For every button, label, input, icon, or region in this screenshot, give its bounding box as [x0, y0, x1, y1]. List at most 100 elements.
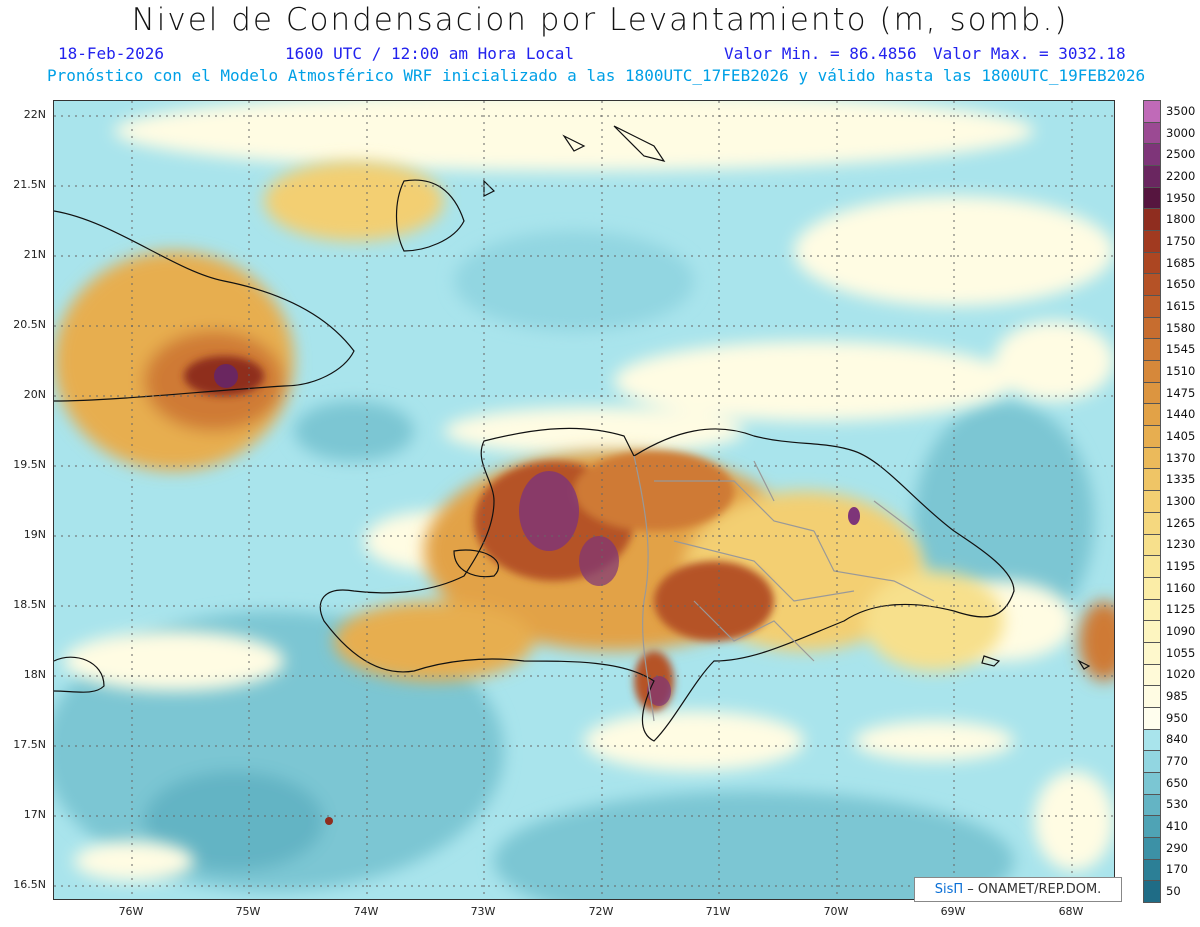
colorbar-segment	[1143, 815, 1161, 838]
colorbar-label: 1615	[1166, 298, 1196, 313]
colorbar-label: 1580	[1166, 320, 1196, 335]
colorbar-label: 410	[1166, 819, 1188, 834]
colorbar-segment	[1143, 490, 1161, 513]
colorbar-label: 770	[1166, 754, 1188, 769]
colorbar-segment	[1143, 273, 1161, 297]
map-title: Nivel de Condensacion por Levantamiento …	[131, 2, 1069, 38]
colorbar	[1143, 100, 1161, 903]
colorbar-label: 1685	[1166, 255, 1196, 270]
sispi-logo: SisΠ	[934, 882, 964, 897]
field-low	[54, 231, 1094, 899]
colorbar-segment	[1143, 121, 1161, 145]
colorbar-segment	[1143, 316, 1161, 340]
colorbar-label: 985	[1166, 689, 1188, 704]
colorbar-segment	[1143, 425, 1161, 448]
colorbar-label: 1055	[1166, 645, 1196, 660]
colorbar-label: 1510	[1166, 363, 1196, 378]
colorbar-label: 1020	[1166, 667, 1196, 682]
colorbar-label: 1090	[1166, 624, 1196, 639]
colorbar-label: 50	[1166, 884, 1181, 899]
lat-label: 21.5N	[13, 178, 46, 191]
colorbar-label: 3500	[1166, 103, 1196, 118]
colorbar-segment	[1143, 403, 1161, 427]
colorbar-segment	[1143, 728, 1161, 752]
colorbar-segment	[1143, 186, 1161, 210]
colorbar-segment	[1143, 555, 1161, 578]
colorbar-segment	[1143, 511, 1161, 535]
coastlines	[54, 125, 1091, 742]
lat-label: 18.5N	[13, 598, 46, 611]
colorbar-segment	[1143, 143, 1161, 167]
colorbar-label: 2200	[1166, 168, 1196, 183]
colorbar-segment	[1143, 641, 1161, 665]
colorbar-segment	[1143, 295, 1161, 318]
lon-label: 73W	[470, 905, 496, 918]
lat-label: 20.5N	[13, 318, 46, 331]
min-value: Valor Min. = 86.4856	[724, 44, 917, 63]
colorbar-label: 1125	[1166, 602, 1196, 617]
colorbar-segment	[1143, 620, 1161, 643]
lcl-map	[53, 100, 1115, 900]
lon-label: 75W	[235, 905, 261, 918]
colorbar-label: 1650	[1166, 277, 1196, 292]
colorbar-label: 1370	[1166, 450, 1196, 465]
credit-box: SisΠ – ONAMET/REP.DOM.	[914, 877, 1122, 902]
lat-label: 20N	[23, 388, 46, 401]
colorbar-segment	[1143, 771, 1161, 795]
colorbar-segment	[1143, 576, 1161, 600]
colorbar-label: 3000	[1166, 125, 1196, 140]
map-canvas	[54, 101, 1114, 899]
credit-separator: –	[967, 882, 978, 897]
colorbar-segment	[1143, 100, 1161, 123]
colorbar-segment	[1143, 685, 1161, 708]
colorbar-label: 1405	[1166, 428, 1196, 443]
colorbar-label: 1300	[1166, 494, 1196, 508]
lon-label: 70W	[823, 905, 849, 918]
colorbar-segment	[1143, 381, 1161, 405]
colorbar-segment	[1143, 251, 1161, 275]
colorbar-segment	[1143, 858, 1161, 882]
max-value: Valor Max. = 3032.18	[933, 44, 1126, 63]
lat-label: 19N	[23, 528, 46, 541]
colorbar-segment	[1143, 208, 1161, 232]
colorbar-label: 1160	[1166, 580, 1196, 595]
colorbar-label: 1800	[1166, 212, 1196, 227]
lat-label: 19.5N	[13, 458, 46, 471]
colorbar-label: 840	[1166, 732, 1188, 747]
colorbar-segment	[1143, 165, 1161, 188]
lat-label: 21N	[23, 248, 46, 261]
graticule	[54, 101, 1114, 899]
colorbar-label: 530	[1166, 797, 1188, 812]
colorbar-label: 1545	[1166, 342, 1196, 357]
colorbar-segment	[1143, 598, 1161, 622]
colorbar-label: 1440	[1166, 407, 1196, 422]
lon-label: 68W	[1058, 905, 1084, 918]
lon-label: 72W	[588, 905, 614, 918]
forecast-date: 18-Feb-2026	[58, 44, 164, 63]
lon-label: 69W	[940, 905, 966, 918]
colorbar-segment	[1143, 836, 1161, 860]
colorbar-label: 1475	[1166, 385, 1196, 400]
colorbar-label: 1265	[1166, 515, 1196, 530]
field-max	[214, 364, 860, 825]
lat-label: 22N	[23, 108, 46, 121]
colorbar-label: 650	[1166, 775, 1188, 790]
lat-label: 17N	[23, 808, 46, 821]
colorbar-segment	[1143, 533, 1161, 557]
model-description: Pronóstico con el Modelo Atmosférico WRF…	[47, 66, 1146, 85]
colorbar-segment	[1143, 706, 1161, 730]
lon-label: 74W	[353, 905, 379, 918]
lon-label: 76W	[118, 905, 144, 918]
lat-label: 16.5N	[13, 878, 46, 891]
colorbar-label: 950	[1166, 710, 1188, 725]
colorbar-label: 1335	[1166, 472, 1196, 487]
provinces	[633, 455, 935, 722]
colorbar-segment	[1143, 880, 1161, 903]
colorbar-segment	[1143, 230, 1161, 253]
colorbar-label: 170	[1166, 862, 1188, 877]
lat-label: 17.5N	[13, 738, 46, 751]
colorbar-segment	[1143, 446, 1161, 470]
colorbar-segment	[1143, 468, 1161, 492]
colorbar-label: 1230	[1166, 537, 1196, 552]
colorbar-segment	[1143, 793, 1161, 817]
